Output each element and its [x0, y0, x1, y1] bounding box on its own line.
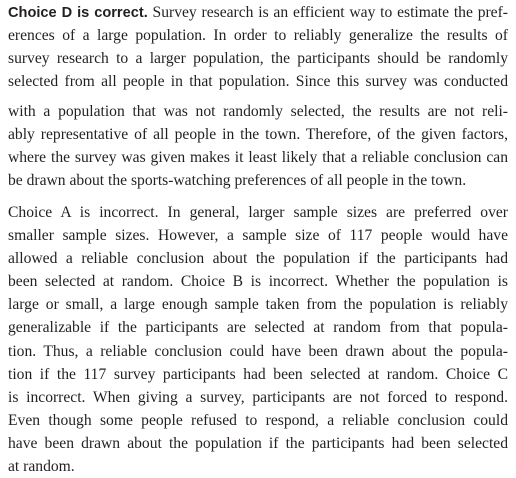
text-line: Choice D is correct. Survey research is …: [8, 1, 508, 24]
incorrect-choices-paragraph: Choice A is incorrect. In general, large…: [8, 201, 508, 478]
text-line-content: Survey research is an efficient way to e…: [147, 4, 508, 21]
text-line: Choice A is incorrect. In general, large…: [8, 204, 508, 221]
text-line: with a population that was not randomly …: [8, 103, 508, 120]
text-line: ably representative of all people in the…: [8, 126, 508, 144]
text-line: have been drawn about the population if …: [8, 434, 508, 452]
text-line: is incorrect. When giving a survey, part…: [8, 388, 508, 406]
text-line: been selected at random. Choice B is inc…: [8, 273, 508, 291]
text-line: generalizable if the participants are se…: [8, 319, 508, 337]
text-line: survey research to a larger population, …: [8, 50, 508, 68]
text-line: at random.: [8, 458, 75, 476]
text-line: large or small, a large enough sample ta…: [8, 296, 508, 314]
text-line: Even though some people refused to respo…: [8, 411, 508, 429]
text-line: be drawn about the sports-watching prefe…: [8, 172, 467, 190]
text-line: allowed a reliable conclusion about the …: [8, 250, 508, 268]
text-line: smaller sample sizes. However, a sample …: [8, 227, 508, 245]
explanation-paragraph-2: with a population that was not randomly …: [8, 100, 508, 192]
explanation-paragraph-1: Choice D is correct. Survey research is …: [8, 1, 508, 93]
text-line: tion if the 117 survey participants had …: [8, 365, 508, 383]
text-line: selected from all people in that populat…: [8, 73, 508, 91]
correct-choice-label: Choice D is correct.: [8, 5, 148, 21]
text-line: where the survey was given makes it leas…: [8, 149, 508, 167]
text-line: erences of a large population. In order …: [8, 27, 508, 45]
text-line: tion. Thus, a reliable conclusion could …: [8, 342, 508, 360]
